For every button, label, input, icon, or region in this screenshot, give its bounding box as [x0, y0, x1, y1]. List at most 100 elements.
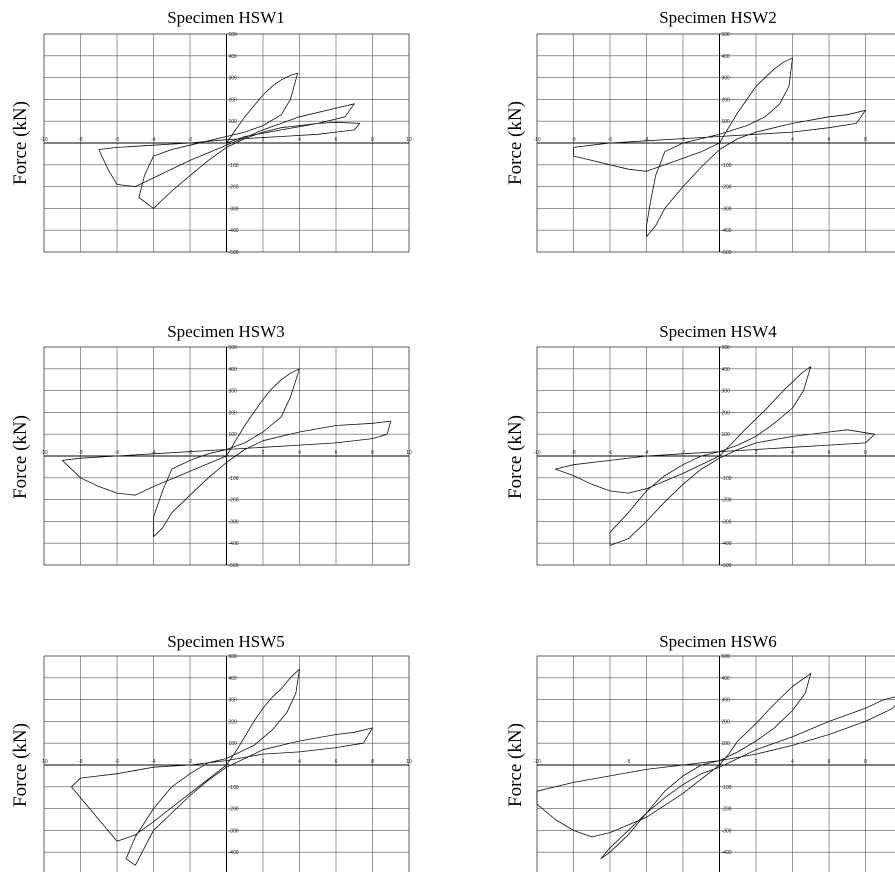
y-tick-label: 200: [722, 410, 731, 416]
x-tick-label: 4: [791, 450, 794, 456]
y-tick-label: 100: [229, 741, 238, 747]
y-tick-label: 500: [722, 345, 731, 351]
x-tick-label: 2: [262, 759, 265, 765]
y-tick-label: -400: [722, 850, 732, 856]
y-tick-label: -200: [229, 498, 239, 504]
y-tick-label: 500: [229, 32, 238, 38]
x-tick-label: 2: [262, 450, 265, 456]
y-tick-label: -300: [722, 828, 732, 834]
y-tick-label: -100: [722, 163, 732, 169]
y-tick-label: 400: [722, 54, 731, 60]
y-tick-label: 400: [229, 676, 238, 682]
chart-title: Specimen HSW5: [167, 632, 285, 651]
y-tick-label: 300: [722, 698, 731, 704]
x-tick-label: 2: [262, 137, 265, 143]
chart-panel-5: -10 -8 -6 -4 -2 2 4 6 8 10 500 400 300 200 100 -100 -200…: [10, 632, 412, 872]
x-tick-label: -2: [188, 450, 193, 456]
y-tick-label: 300: [229, 698, 238, 704]
chart-title: Specimen HSW3: [167, 322, 285, 341]
y-tick-label: -200: [229, 185, 239, 191]
x-tick-label: 8: [371, 450, 374, 456]
y-tick-label: -300: [229, 828, 239, 834]
y-tick-label: 100: [229, 432, 238, 438]
x-tick-label: 6: [828, 450, 831, 456]
y-axis-label: Force (kN): [10, 723, 31, 807]
chart-panel-1: -10 -8 -6 -4 -2 2 4 6 8 10 500 400 300 200 100 -100 -200…: [10, 8, 412, 256]
y-tick-label: 100: [722, 432, 731, 438]
y-tick-label: -400: [229, 850, 239, 856]
x-tick-label: -2: [188, 759, 193, 765]
hysteresis-curve: [573, 57, 866, 238]
y-tick-label: -500: [229, 563, 239, 569]
x-tick-label: 6: [335, 137, 338, 143]
x-tick-label: 4: [298, 137, 301, 143]
x-tick-label: -10: [40, 137, 47, 143]
y-axis-label: Force (kN): [10, 101, 31, 185]
x-tick-label: -2: [188, 137, 193, 143]
chart-title: Specimen HSW2: [659, 8, 777, 27]
y-tick-label: 500: [722, 32, 731, 38]
y-tick-label: -300: [722, 519, 732, 525]
y-tick-label: 300: [229, 76, 238, 82]
y-tick-label: 200: [229, 97, 238, 103]
x-tick-label: 8: [864, 759, 867, 765]
y-tick-label: 400: [722, 676, 731, 682]
y-axis-label: Force (kN): [505, 415, 526, 499]
y-tick-label: 100: [722, 741, 731, 747]
y-tick-label: 300: [722, 76, 731, 82]
y-tick-label: -100: [229, 476, 239, 482]
y-tick-label: 200: [722, 97, 731, 103]
x-tick-label: -8: [571, 450, 576, 456]
x-tick-label: -10: [40, 759, 47, 765]
y-tick-label: 500: [722, 654, 731, 660]
x-tick-label: 4: [298, 759, 301, 765]
x-tick-label: -6: [608, 137, 613, 143]
x-tick-label: -8: [571, 137, 576, 143]
y-tick-label: 100: [722, 119, 731, 125]
y-tick-label: -200: [722, 498, 732, 504]
x-tick-label: 6: [828, 137, 831, 143]
y-tick-label: -300: [722, 206, 732, 212]
y-tick-label: -100: [229, 785, 239, 791]
y-tick-label: 500: [229, 654, 238, 660]
y-tick-label: 200: [229, 719, 238, 725]
x-tick-label: 10: [406, 759, 412, 765]
y-tick-label: -500: [229, 250, 239, 256]
x-tick-label: -10: [533, 759, 540, 765]
x-tick-label: -6: [115, 137, 120, 143]
x-tick-label: 4: [791, 759, 794, 765]
chart-panel-6: -10-5246810500400300200100-100-200-300-4…: [505, 632, 895, 872]
hysteresis-curve: [554, 366, 875, 546]
y-tick-label: 400: [722, 367, 731, 373]
x-tick-label: -10: [533, 137, 540, 143]
x-tick-label: 8: [864, 137, 867, 143]
y-tick-label: -100: [722, 476, 732, 482]
y-tick-label: -300: [229, 519, 239, 525]
y-tick-label: -500: [722, 563, 732, 569]
y-tick-label: -400: [229, 541, 239, 547]
y-tick-label: -200: [722, 185, 732, 191]
y-tick-label: -100: [722, 785, 732, 791]
y-tick-label: -400: [229, 228, 239, 234]
x-tick-label: 6: [828, 759, 831, 765]
x-tick-label: 10: [406, 137, 412, 143]
x-tick-label: 2: [755, 137, 758, 143]
x-tick-label: -6: [115, 450, 120, 456]
y-tick-label: 500: [229, 345, 238, 351]
x-tick-label: 10: [406, 450, 412, 456]
x-tick-label: 4: [298, 450, 301, 456]
chart-panel-4: -10-8-6-4-2246810500400300200100-100-200…: [505, 322, 895, 569]
y-tick-label: -500: [722, 250, 732, 256]
x-tick-label: -2: [681, 137, 686, 143]
y-tick-label: 200: [229, 410, 238, 416]
y-tick-label: 300: [229, 389, 238, 395]
y-tick-label: -100: [229, 163, 239, 169]
x-tick-label: -5: [626, 759, 631, 765]
y-tick-label: 400: [229, 54, 238, 60]
y-axis-label: Force (kN): [505, 101, 526, 185]
x-tick-label: 2: [755, 450, 758, 456]
y-tick-label: 100: [229, 119, 238, 125]
y-tick-label: -200: [229, 807, 239, 813]
